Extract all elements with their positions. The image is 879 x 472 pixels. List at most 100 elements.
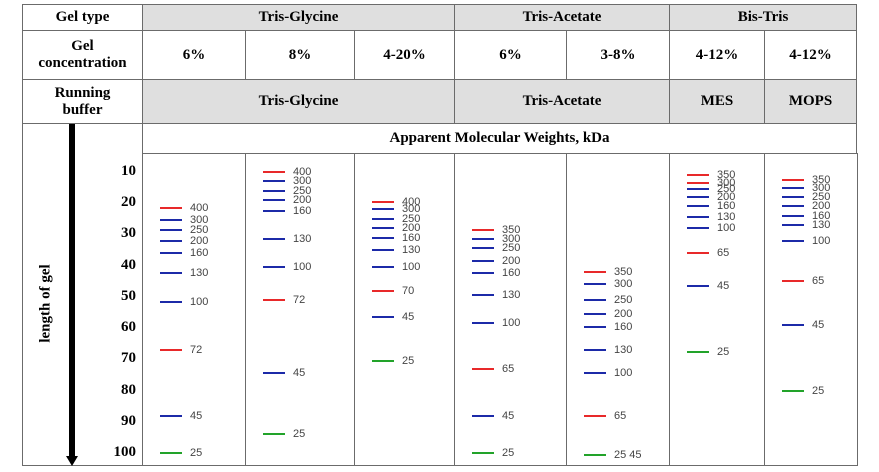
lane-2-band-100 (263, 266, 285, 269)
lane-5-band-300 (584, 283, 606, 286)
lane-4-band-300 (472, 238, 494, 241)
lane-1-band-label: 25 (190, 447, 203, 459)
axis-tick-10: 10 (121, 163, 136, 179)
lane-4-band-label: 65 (502, 362, 515, 375)
lane-4-band-label: 25 (502, 447, 515, 459)
gel-type-tris-glycine: Tris-Glycine (142, 4, 455, 31)
lane-1-band-label: 250 (190, 223, 209, 236)
lane-2-band-25 (263, 433, 285, 436)
lane-4-band-65 (472, 367, 494, 370)
lane-4-band-250 (472, 247, 494, 250)
lane-7-band-100 (782, 239, 804, 242)
lane-1-band-100 (160, 300, 182, 303)
lane-5-band-250 (584, 299, 606, 301)
lane-1-band-label: 45 (190, 409, 203, 422)
lane-7-band-label: 160 (812, 209, 831, 222)
buffer-tris-acetate: Tris-Acetate (454, 79, 670, 124)
lane-6-band-250 (687, 188, 709, 191)
lane-6-band-label: 350 (717, 169, 736, 182)
lane-3-band-25 (372, 359, 394, 362)
axis-tick-100: 100 (113, 444, 137, 460)
lane-2-band-label: 72 (293, 294, 306, 306)
lane-2-band-label: 160 (293, 205, 312, 218)
lane-2-band-label: 250 (293, 184, 312, 197)
lane-5-band-label: 200 (614, 308, 633, 321)
gel-type-label: Gel type (22, 4, 143, 31)
lane-4-band-label: 160 (502, 267, 521, 280)
gel-direction-arrow-head (66, 456, 78, 466)
lane-5-band-65 (584, 414, 606, 417)
lane-7-band-label: 45 (812, 318, 825, 331)
lane-2-band-45 (263, 372, 285, 375)
lane-7-band-label: 65 (812, 275, 825, 288)
lane-7-band-350 (782, 178, 804, 181)
lane-2-band-label: 400 (293, 166, 312, 178)
lane-6-band-label: 200 (717, 190, 736, 203)
lane-7-band-label: 25 (812, 384, 825, 397)
lane-5-band-label: 350 (614, 265, 633, 278)
lane-3-band-250 (372, 217, 394, 220)
lane-3-band-label: 100 (402, 261, 421, 274)
axis-tick-30: 30 (121, 225, 136, 242)
lane-4-band-label: 200 (502, 254, 521, 267)
lane-4-band-200 (472, 259, 494, 262)
lane-6-band-130 (687, 216, 709, 219)
lane-7-band-160 (782, 214, 804, 217)
lane-3-band-100 (372, 266, 394, 269)
lane-4-band-160 (472, 272, 494, 275)
buffer-mops: MOPS (764, 79, 857, 124)
lane-1-band-label: 300 (190, 214, 209, 227)
lane-3-band-200 (372, 227, 394, 230)
lane-5-band-label: 300 (614, 278, 633, 291)
lane-3-band-label: 300 (402, 203, 421, 216)
lane-3-band-label: 160 (402, 231, 421, 244)
lane-2-band-label: 25 (293, 428, 306, 441)
lane-6-band-200 (687, 195, 709, 198)
conc-lane-6: 4-12% (669, 30, 765, 80)
lane-7-band-130 (782, 224, 804, 227)
lane-6-band-label: 160 (717, 200, 736, 213)
lane-2-band-72 (263, 299, 285, 301)
lane-7-band-label: 350 (812, 173, 831, 186)
running-buffer-label: Running buffer (22, 79, 143, 124)
lane-7-band-45 (782, 323, 804, 326)
lane-3-band-label: 70 (402, 284, 415, 297)
lane-5-band-label: 160 (614, 320, 633, 333)
lane-6-band-25 (687, 350, 709, 353)
lane-3-band-300 (372, 208, 394, 211)
buffer-tris-glycine: Tris-Glycine (142, 79, 455, 124)
lane-5-band-label: 250 (614, 294, 633, 306)
lane-5-band-label: 130 (614, 343, 633, 356)
lane-6-band-160 (687, 205, 709, 208)
lane-7-band-label: 250 (812, 190, 831, 203)
lane-7-band-25 (782, 389, 804, 392)
lane-3-band-130 (372, 249, 394, 252)
lane-6-band-300 (687, 181, 709, 184)
lane-1-band-130 (160, 272, 182, 275)
lane-3-band-label: 250 (402, 212, 421, 225)
lane-3-band-label: 130 (402, 244, 421, 257)
lane-1-band-25 (160, 452, 182, 454)
lane-6-band-100 (687, 227, 709, 230)
lane-3-band-45 (372, 316, 394, 319)
lane-5-band-130 (584, 348, 606, 351)
lane-1-band-400 (160, 206, 182, 209)
lane-2-band-250 (263, 189, 285, 192)
lane-2-band-label: 300 (293, 175, 312, 188)
lane-4-band-100 (472, 322, 494, 325)
lane-5-band-350 (584, 270, 606, 273)
lane-4-band-label: 130 (502, 289, 521, 302)
lane-4-band-350 (472, 228, 494, 231)
axis-tick-40: 40 (121, 256, 136, 273)
lane-5-band-label: 65 (614, 409, 627, 422)
lane-6-band-label: 300 (717, 176, 736, 189)
lane-5-band-160 (584, 325, 606, 328)
lane-4-band-130 (472, 294, 494, 297)
lane-3-band-label: 25 (402, 354, 415, 367)
conc-lane-1: 6% (142, 30, 246, 80)
lane-6-band-label: 65 (717, 247, 730, 260)
lane-1-band-label: 200 (190, 234, 209, 247)
axis-tick-90: 90 (121, 412, 136, 429)
lane-6-band-65 (687, 252, 709, 255)
lane-4-band-label: 250 (502, 242, 521, 255)
